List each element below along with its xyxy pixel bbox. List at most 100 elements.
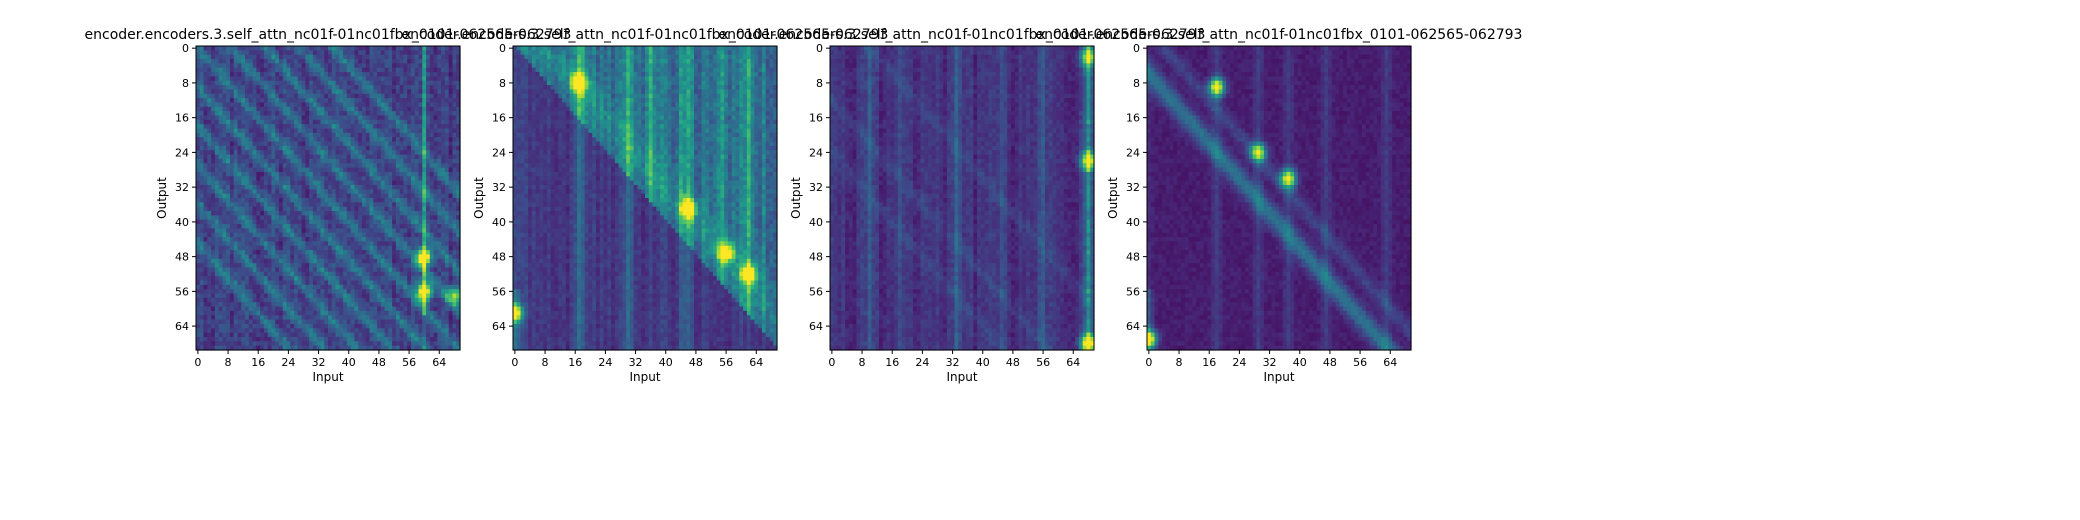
heatmap-cell bbox=[400, 267, 404, 272]
heatmap-cell bbox=[705, 46, 709, 51]
heatmap-cell bbox=[283, 220, 287, 225]
heatmap-cell bbox=[253, 254, 257, 259]
heatmap-cell bbox=[283, 294, 287, 299]
heatmap-cell bbox=[287, 150, 291, 155]
heatmap-cell bbox=[309, 129, 313, 134]
heatmap-cell bbox=[388, 89, 392, 94]
heatmap-cell bbox=[449, 302, 453, 307]
heatmap-cell bbox=[388, 102, 392, 107]
heatmap-cell bbox=[592, 46, 596, 51]
heatmap-cell bbox=[366, 168, 370, 173]
heatmap-cell bbox=[294, 181, 298, 186]
heatmap-cell bbox=[219, 55, 223, 60]
heatmap-cell bbox=[200, 224, 204, 229]
heatmap-cell bbox=[249, 142, 253, 147]
heatmap-cell bbox=[400, 207, 404, 212]
heatmap-cell bbox=[411, 246, 415, 251]
heatmap-cell bbox=[271, 59, 275, 64]
heatmap-cell bbox=[385, 198, 389, 203]
heatmap-cell bbox=[268, 181, 272, 186]
heatmap-cell bbox=[196, 107, 200, 112]
heatmap-cell bbox=[336, 289, 340, 294]
heatmap-cell bbox=[419, 311, 423, 316]
heatmap-cell bbox=[430, 142, 434, 147]
heatmap-cell bbox=[434, 294, 438, 299]
heatmap-cell bbox=[449, 111, 453, 116]
heatmap-cell bbox=[264, 307, 268, 312]
heatmap-cell bbox=[320, 68, 324, 73]
heatmap-cell bbox=[309, 137, 313, 142]
heatmap-cell bbox=[339, 120, 343, 125]
heatmap-cell bbox=[366, 189, 370, 194]
heatmap-cell bbox=[449, 289, 453, 294]
heatmap-cell bbox=[452, 259, 456, 264]
heatmap-cell bbox=[434, 115, 438, 120]
heatmap-cell bbox=[426, 276, 430, 281]
heatmap-cell bbox=[320, 72, 324, 77]
heatmap-cell bbox=[320, 307, 324, 312]
heatmap-cell bbox=[249, 328, 253, 333]
heatmap-cell bbox=[204, 107, 208, 112]
heatmap-cell bbox=[358, 50, 362, 55]
heatmap-cell bbox=[445, 224, 449, 229]
heatmap-cell bbox=[200, 163, 204, 168]
heatmap-cell bbox=[445, 107, 449, 112]
heatmap-cell bbox=[354, 228, 358, 233]
heatmap-cell bbox=[392, 185, 396, 190]
heatmap-cell bbox=[392, 254, 396, 259]
heatmap-cell bbox=[392, 146, 396, 151]
heatmap-cell bbox=[339, 102, 343, 107]
heatmap-cell bbox=[219, 120, 223, 125]
heatmap-cell bbox=[351, 129, 355, 134]
heatmap-cell bbox=[381, 298, 385, 303]
heatmap-cell bbox=[362, 50, 366, 55]
heatmap-cell bbox=[407, 111, 411, 116]
heatmap-cell bbox=[302, 328, 306, 333]
heatmap-cell bbox=[339, 320, 343, 325]
heatmap-cell bbox=[298, 163, 302, 168]
heatmap-cell bbox=[279, 129, 283, 134]
heatmap-cell bbox=[332, 115, 336, 120]
heatmap-cell bbox=[354, 72, 358, 77]
heatmap-cell bbox=[362, 46, 366, 51]
heatmap-cell bbox=[268, 320, 272, 325]
heatmap-cell bbox=[362, 289, 366, 294]
heatmap-cell bbox=[275, 259, 279, 264]
heatmap-cell bbox=[377, 159, 381, 164]
heatmap-cell bbox=[204, 111, 208, 116]
heatmap-cell bbox=[279, 285, 283, 290]
heatmap-cell bbox=[283, 315, 287, 320]
heatmap-cell bbox=[419, 46, 423, 51]
heatmap-cell bbox=[200, 324, 204, 329]
heatmap-cell bbox=[407, 124, 411, 129]
heatmap-cell bbox=[336, 207, 340, 212]
heatmap-cell bbox=[283, 337, 287, 342]
heatmap-cell bbox=[290, 133, 294, 138]
heatmap-cell bbox=[434, 276, 438, 281]
heatmap-cell bbox=[366, 224, 370, 229]
heatmap-cell bbox=[388, 311, 392, 316]
heatmap-cell bbox=[347, 337, 351, 342]
heatmap-cell bbox=[207, 59, 211, 64]
heatmap-cell bbox=[219, 72, 223, 77]
heatmap-cell bbox=[230, 311, 234, 316]
heatmap-cell bbox=[430, 94, 434, 99]
heatmap-cell bbox=[305, 237, 309, 242]
heatmap-cell bbox=[249, 163, 253, 168]
heatmap-cell bbox=[385, 324, 389, 329]
heatmap-cell bbox=[411, 263, 415, 268]
heatmap-cell bbox=[332, 250, 336, 255]
heatmap-cell bbox=[313, 107, 317, 112]
heatmap-cell bbox=[373, 202, 377, 207]
heatmap-cell bbox=[324, 302, 328, 307]
heatmap-cell bbox=[339, 289, 343, 294]
heatmap-cell bbox=[403, 328, 407, 333]
heatmap-cell bbox=[207, 142, 211, 147]
heatmap-cell bbox=[271, 220, 275, 225]
heatmap-cell bbox=[347, 72, 351, 77]
heatmap-cell bbox=[290, 276, 294, 281]
heatmap-cell bbox=[452, 263, 456, 268]
heatmap-cell bbox=[249, 102, 253, 107]
heatmap-cell bbox=[294, 224, 298, 229]
heatmap-cell bbox=[249, 133, 253, 138]
